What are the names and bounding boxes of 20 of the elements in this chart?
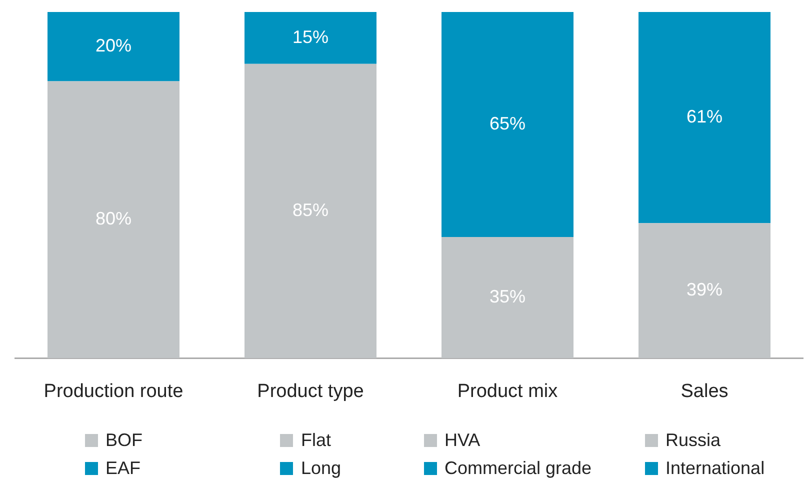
data-label: 35% [489, 286, 526, 307]
legend-label: BOF [106, 429, 143, 452]
x-tick-label: Production route [44, 380, 184, 402]
legend-label: Commercial grade [444, 457, 592, 478]
data-label: 65% [489, 113, 526, 134]
data-label: 15% [292, 26, 329, 47]
data-label: 80% [95, 208, 132, 229]
legend-label: Russia [666, 429, 721, 452]
x-tick-label: Sales [680, 380, 728, 402]
data-label: 61% [686, 106, 723, 127]
legend-label: Flat [301, 429, 332, 452]
data-label: 85% [292, 200, 329, 220]
x-tick-label: Product mix [457, 380, 558, 402]
legend-label: International [666, 457, 765, 478]
legend-label: EAF [106, 457, 141, 478]
x-tick-label: Product type [257, 380, 364, 402]
legend-label: HVA [444, 429, 480, 452]
data-label: 20% [95, 36, 132, 56]
legend-label: Long [301, 457, 342, 478]
data-label: 39% [686, 280, 723, 300]
